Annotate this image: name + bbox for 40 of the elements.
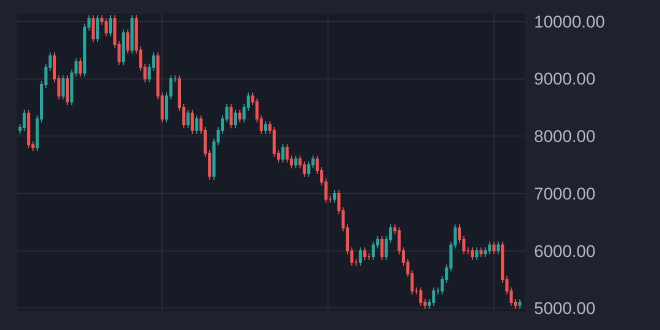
y-tick-label: 8000.00 — [534, 127, 596, 146]
candlestick — [126, 28, 130, 54]
candlestick — [92, 14, 95, 43]
y-tick-label: 7000.00 — [534, 184, 596, 204]
y-tick-label: 9000.00 — [534, 70, 596, 89]
candlestick — [480, 246, 483, 258]
candlestick — [104, 18, 108, 37]
candlestick — [230, 104, 233, 129]
candlestick — [78, 58, 82, 77]
y-tick-label: 6000.00 — [534, 242, 596, 261]
candlestick — [419, 286, 422, 306]
candlestick — [190, 109, 194, 134]
candlestick — [333, 190, 336, 204]
candlestick — [475, 246, 478, 260]
candlestick — [62, 74, 65, 100]
candlestick — [432, 286, 436, 306]
candlestick — [488, 241, 492, 255]
candlestick — [186, 109, 190, 129]
candlestick — [496, 241, 500, 255]
candlestick — [122, 28, 125, 66]
candlestick — [195, 114, 198, 134]
y-tick-label: 10000.00 — [534, 12, 605, 32]
candlestick — [234, 109, 238, 129]
candlestick — [264, 120, 268, 134]
candlestick — [363, 246, 366, 260]
candlestick — [470, 246, 474, 260]
candlestick — [238, 109, 242, 123]
candlestick — [96, 14, 100, 43]
candlestick — [281, 144, 284, 163]
candlestick — [22, 109, 26, 132]
candlestick — [130, 14, 134, 54]
candlestick — [380, 235, 384, 260]
candlestick — [66, 74, 69, 106]
candlestick — [294, 155, 298, 169]
candlestick — [108, 14, 112, 37]
candlestick — [358, 246, 362, 266]
candlestick — [518, 298, 522, 310]
y-tick-label: 5000.00 — [534, 299, 596, 318]
candlestick — [27, 109, 30, 149]
candlestick — [492, 241, 496, 255]
